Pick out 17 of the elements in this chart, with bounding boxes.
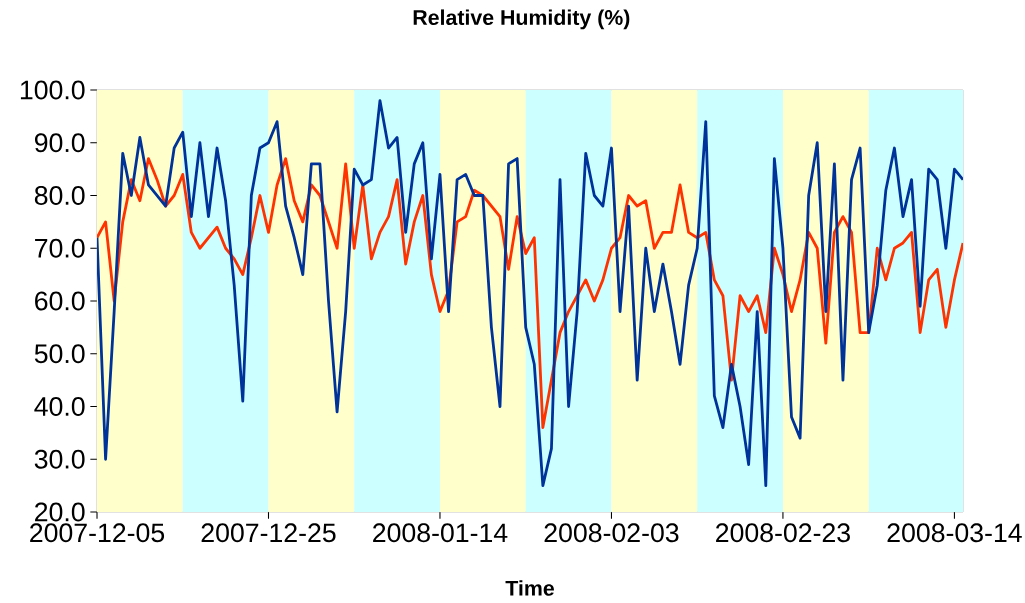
y-tick-label: 100.0 bbox=[20, 80, 85, 100]
x-tick-label: 2008-03-14 bbox=[887, 523, 1022, 543]
y-tick-label: 30.0 bbox=[34, 449, 85, 469]
x-tick-label: 2008-02-23 bbox=[716, 523, 850, 543]
y-tick-label: 20.0 bbox=[35, 502, 85, 522]
x-tick-label: 2007-12-25 bbox=[201, 523, 336, 543]
y-tick-label: 50.0 bbox=[34, 344, 85, 364]
chart-title: Relative Humidity (%) bbox=[413, 9, 630, 30]
y-tick-label: 70.0 bbox=[35, 238, 85, 258]
y-tick-label: 60.0 bbox=[35, 291, 85, 311]
y-tick-label: 90.0 bbox=[34, 133, 85, 153]
x-tick-label: 2007-12-05 bbox=[30, 523, 165, 543]
x-tick-label: 2008-02-03 bbox=[544, 523, 679, 543]
y-tick-label: 40.0 bbox=[34, 397, 85, 416]
x-tick-label: 2008-01-14 bbox=[373, 523, 508, 543]
x-axis-title: Time bbox=[505, 580, 554, 596]
y-tick-label: 80.0 bbox=[34, 186, 85, 205]
